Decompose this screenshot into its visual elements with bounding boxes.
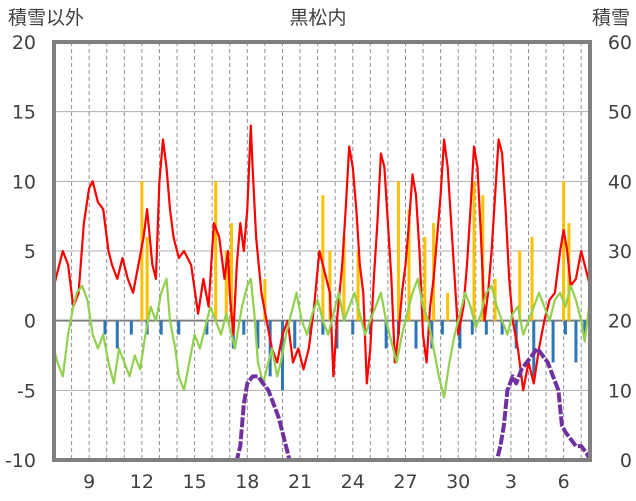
bar-yellow — [328, 251, 332, 321]
bar-blue — [205, 320, 209, 335]
bar-yellow — [145, 237, 149, 321]
x-tick-label: 9 — [83, 471, 95, 493]
line-green — [52, 277, 592, 399]
x-tick-label: 21 — [288, 471, 312, 493]
x-tick-label: 18 — [235, 471, 259, 493]
bar-blue — [321, 320, 325, 335]
bar-yellow — [446, 292, 450, 321]
bar-blue — [256, 320, 260, 349]
bar-blue — [177, 320, 181, 335]
right-tick-label: 40 — [608, 171, 632, 193]
left-tick-label: 15 — [12, 102, 36, 124]
bar-yellow — [562, 181, 566, 321]
left-tick-label: 5 — [24, 241, 36, 263]
right-tick-label: 20 — [608, 311, 632, 333]
bar-blue — [103, 320, 107, 335]
bar-blue — [458, 320, 462, 349]
bar-yellow — [263, 278, 267, 321]
line-purple — [54, 346, 592, 462]
right-tick-label: 60 — [608, 32, 632, 54]
axis-labels: -10 -5 0 5 10 15 20 0 10 20 30 40 50 60 9 12 15 18 21 24 27 3… — [5, 32, 632, 493]
chart-title: 黒松内 — [289, 7, 346, 29]
bar-yellow — [342, 237, 346, 321]
bar-yellow — [423, 237, 427, 321]
x-tick-label: 27 — [393, 471, 417, 493]
left-tick-label: -10 — [5, 450, 36, 472]
bar-yellow — [472, 181, 476, 321]
x-tick-label: 24 — [341, 471, 365, 493]
bar-yellow — [407, 209, 411, 321]
line-red — [52, 124, 592, 392]
right-tick-label: 50 — [608, 102, 632, 124]
x-tick-label: 3 — [505, 471, 517, 493]
bar-blue — [268, 320, 272, 377]
left-tick-label: 20 — [12, 32, 36, 54]
x-tick-label: 30 — [446, 471, 470, 493]
bar-yellow — [321, 195, 325, 321]
bar-blue — [574, 320, 578, 363]
bar-yellow — [518, 251, 522, 321]
bar-blue — [293, 320, 297, 349]
x-tick-label: 15 — [182, 471, 206, 493]
left-tick-label: -5 — [17, 380, 36, 402]
right-tick-label: 10 — [608, 380, 632, 402]
left-axis-title: 積雪以外 — [8, 7, 84, 29]
x-tick-label: 6 — [558, 471, 570, 493]
right-tick-label: 0 — [620, 450, 632, 472]
bar-blue — [129, 320, 133, 335]
bar-blue — [440, 320, 444, 335]
plot-frame — [52, 40, 592, 462]
bar-blue — [532, 320, 536, 377]
bar-blue — [159, 320, 163, 335]
left-tick-label: 10 — [12, 171, 36, 193]
bar-yellow — [229, 223, 233, 321]
left-tick-label: 0 — [24, 311, 36, 333]
bar-yellow — [224, 251, 228, 321]
bar-blue — [551, 320, 555, 363]
bar-yellow — [356, 251, 360, 321]
bar-blue — [500, 320, 504, 335]
right-tick-label: 30 — [608, 241, 632, 263]
bar-yellow — [396, 181, 400, 321]
bar-blue — [384, 320, 388, 349]
x-tick-label: 12 — [130, 471, 154, 493]
bar-yellow — [214, 181, 218, 321]
bar-blue — [484, 320, 488, 335]
bar-blue — [563, 320, 567, 335]
bar-blue — [583, 320, 587, 335]
bar-blue — [351, 320, 355, 335]
bar-blue — [414, 320, 418, 349]
bar-blue — [115, 320, 119, 349]
bar-blue — [470, 320, 474, 335]
right-axis-title: 積雪 — [592, 7, 630, 29]
bar-blue — [242, 320, 246, 335]
line-series-layer — [52, 124, 592, 462]
bar-yellow — [530, 237, 534, 321]
